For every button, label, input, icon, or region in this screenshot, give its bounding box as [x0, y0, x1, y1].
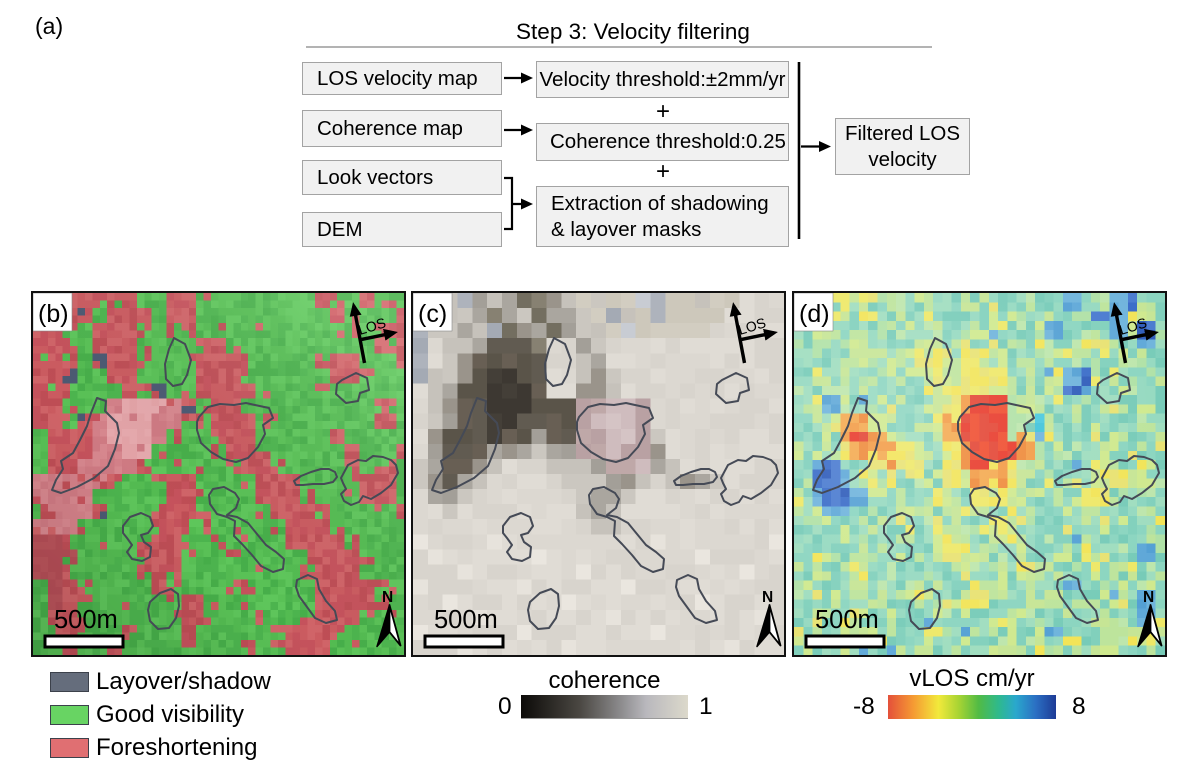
svg-text:(b): (b) [38, 300, 69, 328]
svg-text:N: N [1143, 589, 1154, 606]
svg-text:N: N [762, 589, 773, 606]
svg-text:LOS: LOS [736, 314, 767, 337]
svg-text:LOS: LOS [1117, 314, 1148, 337]
svg-text:(c): (c) [418, 300, 447, 328]
svg-text:LOS: LOS [356, 314, 387, 337]
svg-text:N: N [382, 589, 393, 606]
svg-text:500m: 500m [434, 606, 498, 634]
svg-text:500m: 500m [815, 606, 879, 634]
svg-text:500m: 500m [54, 606, 118, 634]
svg-text:(d): (d) [799, 300, 830, 328]
